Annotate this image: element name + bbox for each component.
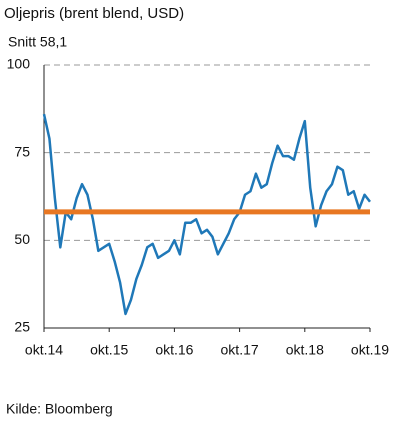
source: Kilde: Bloomberg — [6, 401, 113, 417]
y-tick-label: 25 — [14, 319, 30, 335]
chart-subtitle: Snitt 58,1 — [8, 34, 67, 50]
price-line — [42, 113, 371, 316]
y-tick-label: 75 — [14, 143, 30, 159]
x-tick-label: okt.14 — [25, 342, 63, 358]
x-tick-label: okt.19 — [351, 342, 389, 358]
chart-title: Oljepris (brent blend, USD) — [4, 5, 184, 22]
x-tick-label: okt.17 — [221, 342, 259, 358]
x-tick-label: okt.15 — [90, 342, 128, 358]
y-tick-label: 50 — [14, 231, 30, 247]
y-tick-label: 100 — [7, 56, 31, 72]
x-tick-label: okt.16 — [155, 342, 193, 358]
x-tick-label: okt.18 — [286, 342, 324, 358]
